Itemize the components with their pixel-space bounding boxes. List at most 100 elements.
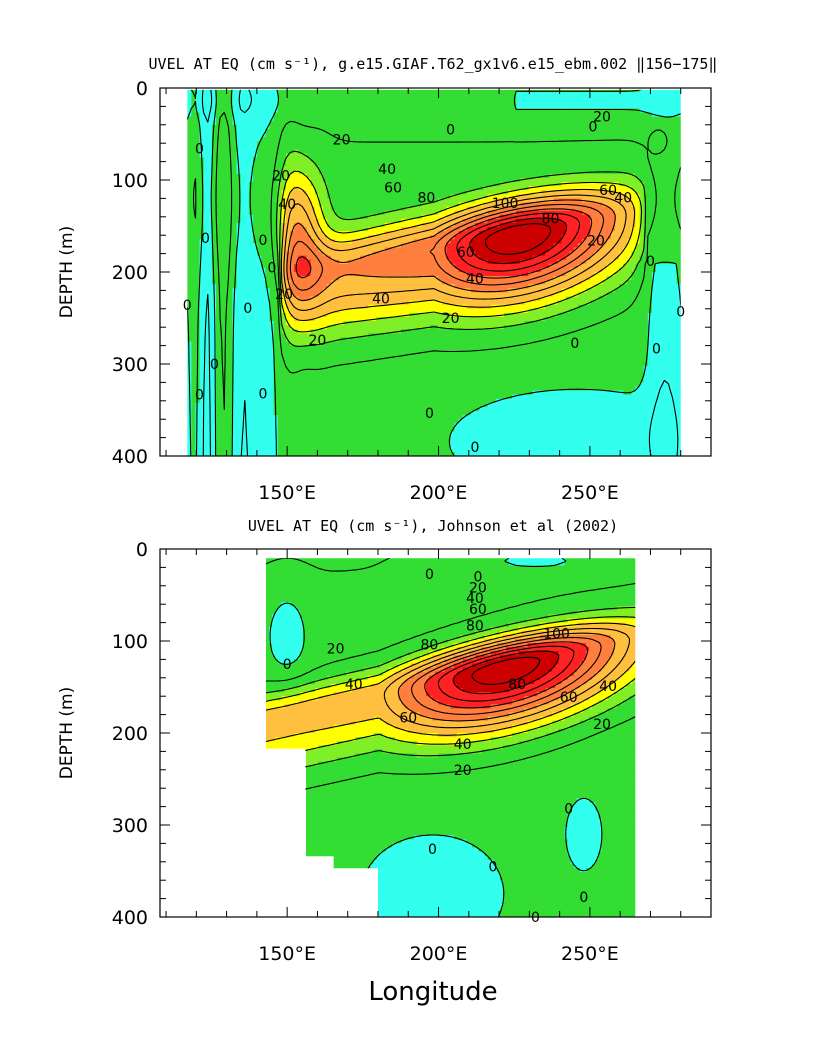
p1-fill-cell bbox=[351, 222, 357, 228]
p1-fill-cell bbox=[322, 239, 328, 244]
p1-fill-cell bbox=[499, 247, 505, 253]
p1-fill-cell bbox=[471, 243, 476, 249]
p1-fill-cell bbox=[524, 169, 530, 175]
p1-fill-cell bbox=[495, 169, 501, 175]
p1-fill-cell bbox=[257, 96, 262, 101]
p1-fill-cell bbox=[565, 92, 571, 97]
p1-fill-cell bbox=[635, 92, 641, 97]
p1-fill-cell bbox=[421, 190, 427, 195]
p1-fill-cell bbox=[619, 227, 624, 232]
p1-fill-cell bbox=[668, 235, 674, 240]
p1-fill-cell bbox=[261, 124, 266, 130]
p1-fill-cell bbox=[520, 149, 526, 155]
p1-fill-cell bbox=[639, 206, 645, 212]
p1-fill-cell bbox=[458, 251, 464, 257]
p1-fill-cell bbox=[187, 157, 192, 163]
p1-fill-cell bbox=[343, 227, 349, 232]
p1-fill-cell bbox=[425, 116, 431, 122]
p1-fill-cell bbox=[220, 169, 225, 175]
p1-fill-cell bbox=[195, 153, 201, 159]
p1-fill-cell bbox=[232, 165, 238, 171]
p1-fill-cell bbox=[376, 182, 382, 187]
p1-fill-cell bbox=[582, 235, 587, 240]
p1-fill-cell bbox=[635, 149, 641, 155]
p1-fill-cell bbox=[446, 227, 452, 232]
p1-fill-cell bbox=[450, 239, 456, 244]
p1-fill-cell bbox=[322, 251, 328, 257]
p1-fill-cell bbox=[487, 149, 493, 155]
p1-fill-cell bbox=[577, 247, 583, 253]
p1-fill-cell bbox=[450, 227, 456, 232]
p1-fill-cell bbox=[240, 141, 246, 146]
p1-fill-cell bbox=[475, 145, 480, 150]
p1-fill-cell bbox=[244, 92, 250, 97]
p1-fill-cell bbox=[631, 177, 637, 183]
p1-fill-cell bbox=[528, 161, 534, 167]
p1-fill-cell bbox=[396, 112, 402, 118]
p1-fill-cell bbox=[635, 112, 641, 118]
p1-fill-cell bbox=[664, 210, 669, 216]
p1-fill-cell bbox=[466, 116, 472, 122]
p1-fill-cell bbox=[610, 214, 616, 220]
p1-fill-cell bbox=[261, 190, 266, 195]
p1-fill-cell bbox=[413, 255, 419, 261]
p1-fill-cell bbox=[586, 116, 591, 122]
p1-fill-cell bbox=[207, 165, 213, 171]
p1-fill-cell bbox=[195, 194, 201, 199]
p1-fill-cell bbox=[643, 198, 649, 204]
p1-fill-cell bbox=[602, 157, 608, 163]
p1-fill-cell bbox=[240, 173, 246, 179]
p1-fill-cell bbox=[203, 104, 209, 110]
p1-fill-cell bbox=[392, 161, 398, 167]
p1-fill-cell bbox=[376, 243, 382, 249]
p1-fill-cell bbox=[610, 96, 616, 101]
p1-fill-cell bbox=[499, 116, 505, 122]
p1-fill-cell bbox=[392, 255, 398, 261]
p1-fill-cell bbox=[384, 116, 390, 122]
p1-fill-cell bbox=[351, 218, 357, 224]
p1-fill-cell bbox=[610, 247, 616, 253]
p1-fill-cell bbox=[524, 104, 530, 110]
p1-fill-cell bbox=[466, 202, 472, 208]
p1-fill-cell bbox=[586, 247, 591, 253]
p1-fill-cell bbox=[438, 124, 443, 130]
p1-fill-cell bbox=[351, 243, 357, 249]
p1-fill-cell bbox=[232, 182, 238, 187]
p1-fill-cell bbox=[524, 173, 530, 179]
p1-fill-cell bbox=[610, 194, 616, 199]
p1-fill-cell bbox=[343, 128, 349, 134]
p1-fill-cell bbox=[253, 222, 258, 228]
p1-fill-cell bbox=[520, 153, 526, 159]
p1-fill-cell bbox=[302, 243, 308, 249]
p1-fill-cell bbox=[257, 169, 262, 175]
p1-fill-cell bbox=[565, 169, 571, 175]
p1-fill-cell bbox=[676, 108, 681, 114]
p1-fill-cell bbox=[565, 231, 571, 236]
p1-fill-cell bbox=[396, 239, 402, 244]
p1-fill-cell bbox=[343, 198, 349, 204]
p1-fill-cell bbox=[302, 173, 308, 179]
p1-fill-cell bbox=[384, 92, 390, 97]
p1-fill-cell bbox=[216, 239, 221, 244]
p1-fill-cell bbox=[569, 116, 575, 122]
p1-fill-cell bbox=[322, 169, 328, 175]
p1-fill-cell bbox=[372, 206, 378, 212]
p1-fill-cell bbox=[429, 96, 435, 101]
p1-fill-cell bbox=[359, 149, 365, 155]
p1-fill-cell bbox=[433, 92, 439, 97]
p1-fill-cell bbox=[466, 227, 472, 232]
p1-fill-cell bbox=[450, 251, 456, 257]
p1-fill-cell bbox=[339, 198, 345, 204]
p1-fill-cell bbox=[438, 153, 443, 159]
p1-fill-cell bbox=[376, 128, 382, 134]
p1-fill-cell bbox=[257, 218, 262, 224]
p1-fill-cell bbox=[462, 108, 468, 114]
p1-fill-cell bbox=[524, 132, 530, 138]
p1-fill-cell bbox=[310, 186, 316, 191]
p1-fill-cell bbox=[335, 128, 340, 134]
p1-fill-cell bbox=[343, 231, 349, 236]
p1-fill-cell bbox=[590, 104, 595, 110]
p1-fill-cell bbox=[405, 161, 410, 167]
p1-fill-cell bbox=[429, 92, 435, 97]
p1-fill-cell bbox=[429, 116, 435, 122]
